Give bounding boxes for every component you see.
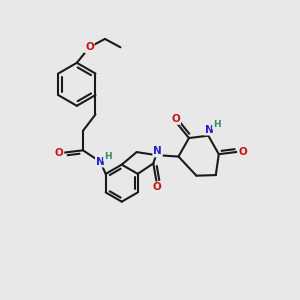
Text: N: N	[153, 146, 162, 157]
Text: N: N	[96, 157, 105, 166]
Text: O: O	[171, 114, 180, 124]
Text: O: O	[152, 182, 161, 192]
Text: O: O	[55, 148, 63, 158]
Text: O: O	[238, 147, 247, 157]
Text: O: O	[85, 42, 94, 52]
Text: H: H	[213, 120, 220, 129]
Text: H: H	[104, 152, 112, 161]
Text: N: N	[205, 125, 213, 135]
